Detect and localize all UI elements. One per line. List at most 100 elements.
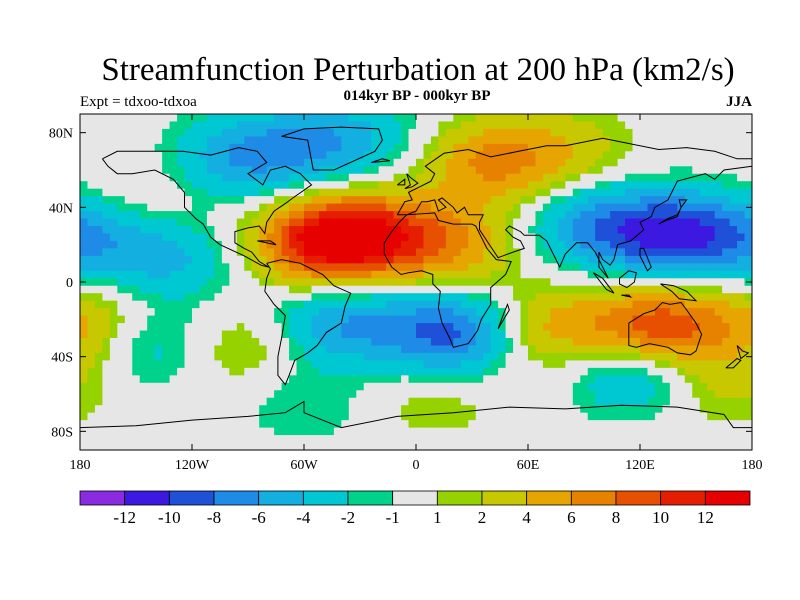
field-cell [535, 345, 544, 354]
field-cell [595, 173, 604, 182]
field-cell [206, 285, 215, 294]
field-cell [169, 367, 178, 376]
field-cell [550, 382, 559, 391]
field-cell [490, 226, 499, 235]
field-cell [378, 315, 387, 324]
field-cell [587, 435, 596, 444]
field-cell [430, 158, 439, 167]
field-cell [669, 188, 678, 197]
field-cell [677, 128, 686, 137]
field-cell [430, 367, 439, 376]
field-cell [490, 196, 499, 205]
field-cell [640, 293, 649, 302]
field-cell [557, 143, 566, 152]
field-cell [229, 427, 238, 436]
field-cell [640, 114, 649, 123]
field-cell [490, 278, 499, 287]
field-cell [139, 240, 148, 249]
field-cell [356, 136, 365, 145]
field-cell [707, 300, 716, 309]
field-cell [348, 352, 357, 361]
field-cell [206, 330, 215, 339]
field-cell [356, 218, 365, 227]
field-cell [408, 270, 417, 279]
field-cell [393, 390, 402, 399]
field-cell [483, 166, 492, 175]
field-cell [640, 323, 649, 332]
field-cell [341, 285, 350, 294]
field-cell [595, 226, 604, 235]
field-cell [87, 323, 96, 332]
field-cell [393, 382, 402, 391]
field-cell [460, 158, 469, 167]
field-cell [177, 196, 186, 205]
field-cell [266, 248, 275, 257]
field-cell [542, 270, 551, 279]
field-cell [184, 442, 193, 450]
field-cell [416, 143, 425, 152]
field-cell [744, 270, 752, 279]
field-cell [109, 233, 118, 242]
field-cell [236, 323, 245, 332]
colorbar-label: 2 [478, 508, 487, 527]
field-cell [453, 330, 462, 339]
field-cell [528, 128, 537, 137]
field-cell [699, 300, 708, 309]
field-cell [371, 158, 380, 167]
field-cell [610, 412, 619, 421]
field-cell [139, 211, 148, 220]
field-cell [102, 128, 111, 137]
field-cell [565, 375, 574, 384]
field-cell [699, 158, 708, 167]
field-cell [677, 435, 686, 444]
field-cell [572, 435, 581, 444]
field-cell [587, 233, 596, 242]
field-cell [572, 420, 581, 429]
field-cell [542, 196, 551, 205]
field-cell [438, 233, 447, 242]
field-cell [453, 255, 462, 264]
field-cell [184, 173, 193, 182]
field-cell [520, 360, 529, 369]
field-cell [662, 248, 671, 257]
field-cell [162, 442, 171, 450]
field-cell [94, 255, 103, 264]
field-cell [580, 278, 589, 287]
field-cell [162, 323, 171, 332]
field-cell [236, 338, 245, 347]
field-cell [87, 226, 96, 235]
field-cell [102, 240, 111, 249]
field-cell [445, 270, 454, 279]
field-cell [498, 158, 507, 167]
field-cell [147, 293, 156, 302]
field-cell [169, 278, 178, 287]
field-cell [610, 226, 619, 235]
field-cell [580, 323, 589, 332]
y-tick-label: 80S [51, 425, 73, 440]
field-cell [124, 390, 133, 399]
field-cell [617, 435, 626, 444]
field-cell [251, 308, 260, 317]
field-cell [333, 367, 342, 376]
field-cell [102, 181, 111, 190]
field-cell [192, 442, 201, 450]
field-cell [236, 211, 245, 220]
field-cell [184, 360, 193, 369]
field-cell [640, 308, 649, 317]
field-cell [557, 345, 566, 354]
field-cell [595, 114, 604, 123]
field-cell [94, 226, 103, 235]
field-cell [722, 427, 731, 436]
field-cell [580, 270, 589, 279]
field-cell [423, 278, 432, 287]
field-cell [587, 412, 596, 421]
field-cell [363, 285, 372, 294]
field-cell [274, 338, 283, 347]
field-cell [80, 151, 89, 160]
field-cell [386, 300, 395, 309]
field-cell [557, 375, 566, 384]
field-cell [304, 285, 313, 294]
field-cell [654, 114, 663, 123]
field-cell [513, 255, 522, 264]
field-cell [94, 203, 103, 212]
